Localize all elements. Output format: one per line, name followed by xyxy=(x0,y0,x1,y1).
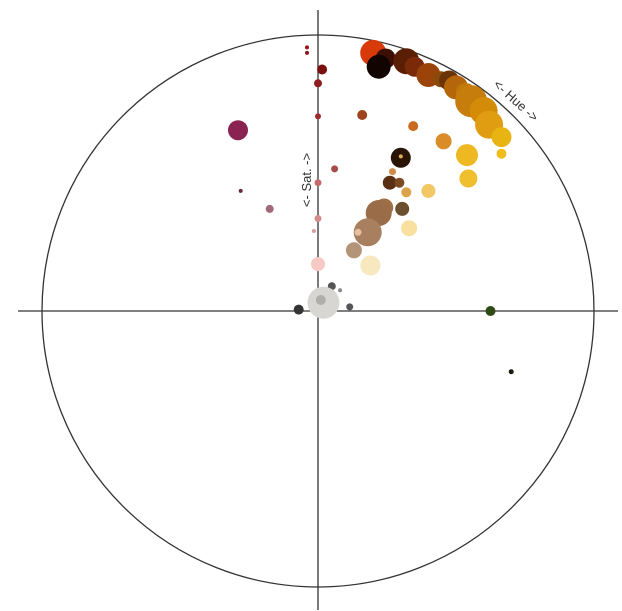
data-point-46 xyxy=(345,242,362,259)
data-point-29 xyxy=(435,133,452,150)
data-point-34 xyxy=(459,169,478,188)
data-point-51 xyxy=(315,295,326,305)
data-point-0 xyxy=(305,45,309,50)
data-point-53 xyxy=(293,304,304,315)
data-point-7 xyxy=(265,204,274,213)
data-points xyxy=(228,39,514,375)
data-point-33 xyxy=(398,154,403,159)
data-point-12 xyxy=(311,257,325,272)
data-point-39 xyxy=(421,183,436,198)
data-point-30 xyxy=(456,144,478,167)
data-point-11 xyxy=(311,229,316,233)
data-point-35 xyxy=(389,168,396,176)
data-point-3 xyxy=(314,79,322,88)
data-point-55 xyxy=(508,369,514,375)
data-point-47 xyxy=(360,255,381,276)
data-point-6 xyxy=(238,188,243,193)
data-point-4 xyxy=(315,113,321,120)
data-point-1 xyxy=(305,50,309,55)
data-point-37 xyxy=(394,177,405,188)
wheel-outline xyxy=(41,34,595,588)
data-point-52 xyxy=(346,303,354,311)
data-point-43 xyxy=(353,218,382,247)
saturation-axis-label: <- Sat. -> xyxy=(299,153,314,207)
data-point-13 xyxy=(357,110,368,120)
data-point-54 xyxy=(485,306,496,316)
data-point-36 xyxy=(382,175,397,190)
data-point-2 xyxy=(317,64,328,75)
data-point-45 xyxy=(401,220,418,237)
data-point-31 xyxy=(496,148,507,159)
data-point-16 xyxy=(366,54,391,79)
data-point-44 xyxy=(354,228,362,236)
data-point-9 xyxy=(314,179,322,187)
data-point-8 xyxy=(331,165,339,173)
data-point-5 xyxy=(228,120,248,141)
data-point-28 xyxy=(408,121,419,132)
data-point-42 xyxy=(395,201,410,216)
data-point-38 xyxy=(401,187,412,198)
data-point-10 xyxy=(314,215,322,222)
data-point-27 xyxy=(491,127,512,148)
data-point-49 xyxy=(338,288,343,293)
